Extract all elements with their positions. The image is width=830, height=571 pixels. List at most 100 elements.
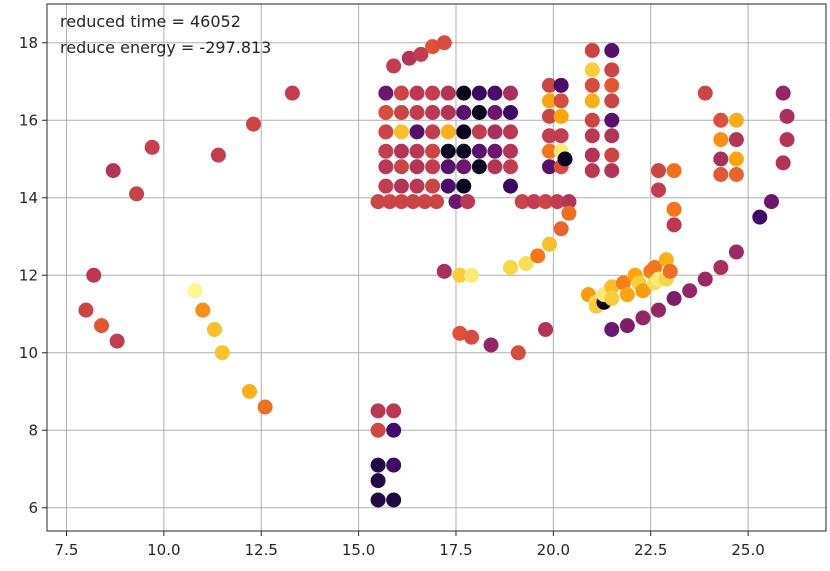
data-point [409, 143, 425, 159]
data-point [440, 85, 456, 101]
x-tick-label: 22.5 [634, 541, 667, 559]
data-point [553, 108, 569, 124]
data-point [557, 151, 573, 167]
data-point [436, 263, 452, 279]
data-point [503, 178, 519, 194]
y-tick-label: 14 [19, 189, 38, 207]
data-point [242, 384, 258, 399]
data-point [526, 194, 542, 210]
data-point [425, 178, 441, 194]
data-point [584, 77, 600, 93]
data-point [187, 283, 203, 299]
data-point [487, 159, 503, 175]
data-point [456, 178, 472, 194]
data-point [518, 256, 534, 272]
data-point [503, 105, 519, 120]
data-point [378, 124, 394, 140]
data-point [584, 128, 600, 144]
data-point [429, 194, 444, 210]
data-point [604, 147, 620, 163]
data-point [393, 85, 409, 101]
data-point [775, 155, 791, 171]
x-tick-label: 7.5 [55, 541, 79, 559]
data-point [382, 194, 398, 210]
data-point [78, 302, 94, 318]
data-point [728, 167, 744, 182]
data-point [378, 105, 394, 120]
data-point [503, 260, 519, 275]
data-point [584, 163, 600, 179]
data-point [464, 267, 480, 283]
data-point [713, 167, 729, 182]
data-point [666, 291, 682, 306]
y-tick-label: 6 [28, 499, 38, 517]
data-point [456, 124, 472, 140]
data-point [456, 105, 472, 120]
data-point [409, 124, 425, 140]
data-point [553, 221, 569, 237]
data-point [503, 143, 519, 159]
data-point [483, 337, 499, 353]
annotation-reduced-time: reduced time = 46052 [60, 12, 241, 31]
data-point [425, 143, 441, 159]
data-point [619, 287, 635, 303]
data-point [471, 85, 487, 101]
data-point [713, 151, 729, 167]
data-point [456, 143, 472, 159]
x-tick-label: 12.5 [245, 541, 278, 559]
data-point [195, 302, 211, 318]
data-point [647, 260, 663, 275]
data-point [604, 128, 620, 144]
data-point [386, 403, 402, 419]
data-point [503, 124, 519, 140]
annotation-reduce-energy: reduce energy = -297.813 [60, 38, 271, 57]
data-point [405, 194, 421, 210]
data-point [604, 43, 620, 58]
data-point [713, 112, 729, 128]
y-tick-label: 16 [19, 111, 38, 129]
x-tick-label: 15.0 [342, 541, 375, 559]
data-point [553, 77, 569, 93]
data-point [409, 159, 425, 175]
data-point [514, 194, 530, 210]
data-point [386, 492, 402, 508]
data-point [604, 322, 620, 337]
data-point [425, 105, 441, 120]
data-point [393, 159, 409, 175]
data-point [779, 132, 795, 148]
data-point [413, 46, 429, 62]
data-point [487, 105, 503, 120]
y-tick-label: 12 [19, 266, 38, 284]
x-tick-label: 10.0 [147, 541, 180, 559]
data-point [658, 252, 674, 268]
data-point [728, 132, 744, 148]
data-point [393, 105, 409, 120]
data-point [86, 267, 102, 283]
data-point [471, 143, 487, 159]
data-point [456, 85, 472, 101]
data-point [541, 143, 557, 159]
data-point [370, 422, 386, 438]
data-point [584, 147, 600, 163]
data-point [487, 143, 503, 159]
data-point [210, 147, 226, 163]
data-point [436, 35, 452, 51]
data-point [386, 422, 402, 438]
data-point [440, 105, 456, 120]
data-point [728, 151, 744, 167]
data-point [393, 143, 409, 159]
data-point [651, 182, 667, 198]
x-tick-label: 25.0 [731, 541, 764, 559]
data-point [452, 267, 468, 283]
data-point [370, 473, 386, 489]
data-point [417, 194, 433, 210]
data-point [448, 194, 464, 210]
data-point [584, 112, 600, 128]
data-point [440, 178, 456, 194]
y-tick-label: 18 [19, 34, 38, 52]
data-point [487, 85, 503, 101]
data-point [604, 279, 620, 295]
data-point [604, 291, 620, 306]
data-point [401, 50, 417, 66]
data-point [604, 163, 620, 179]
